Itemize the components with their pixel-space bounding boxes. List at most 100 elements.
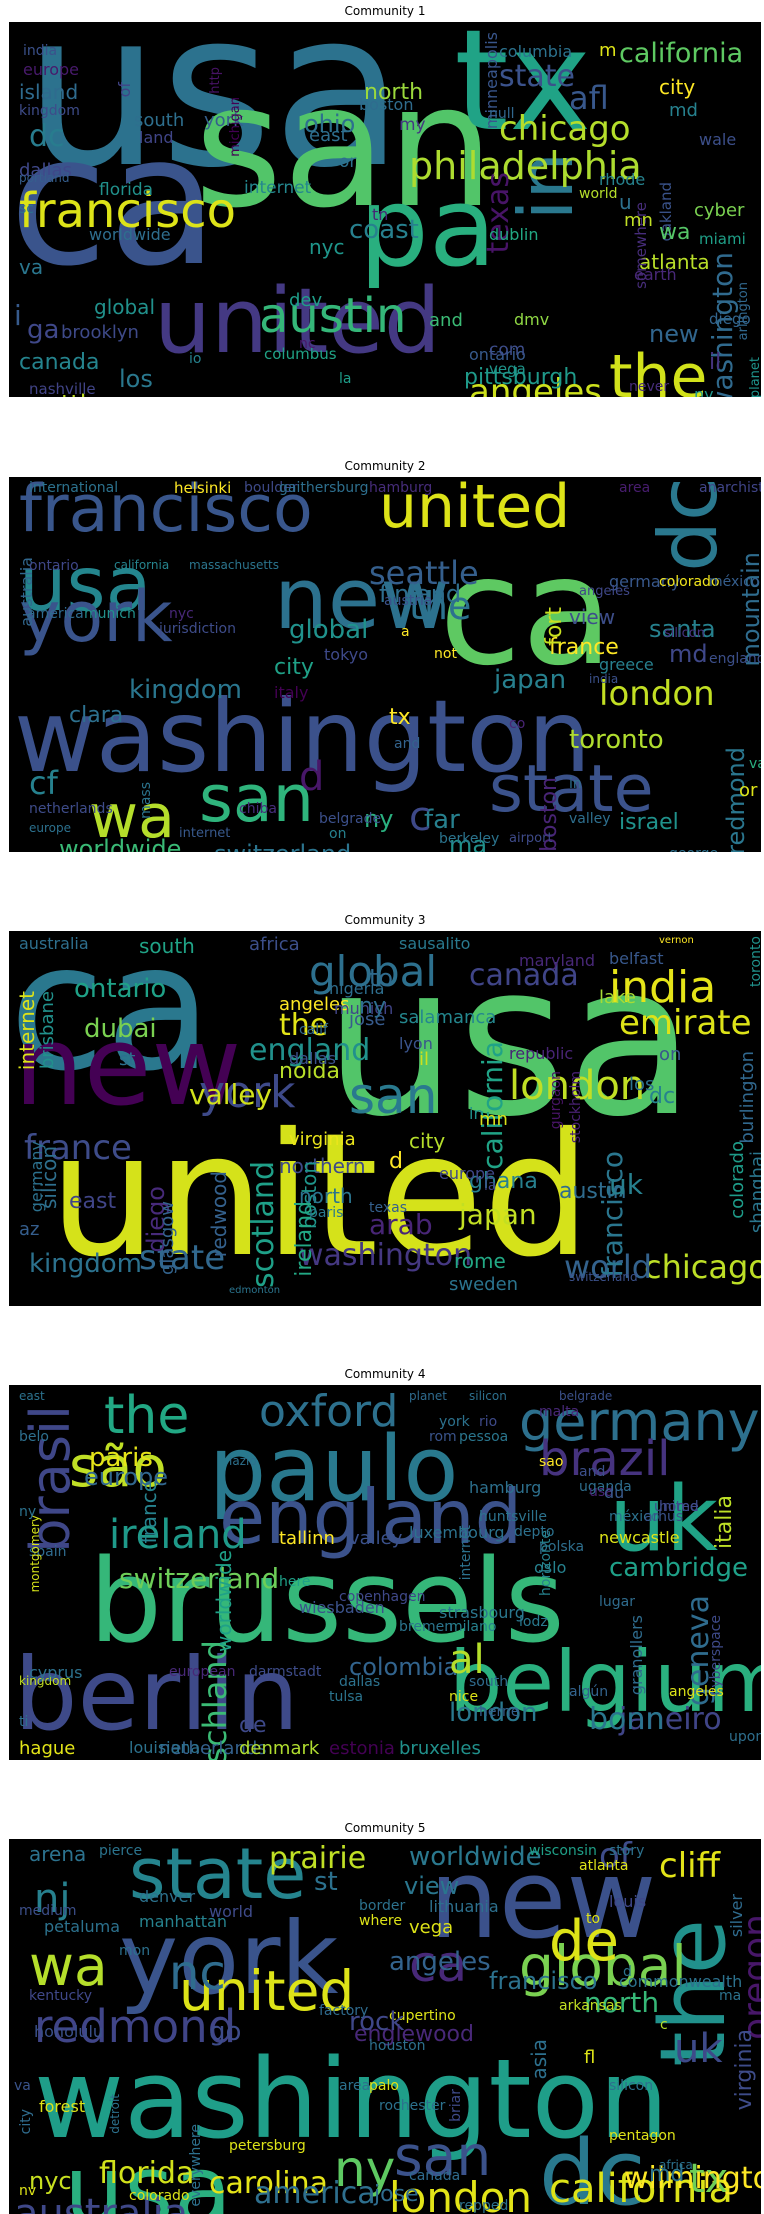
cloud-word: bonn xyxy=(589,1702,665,1737)
cloud-word: gaithersburg xyxy=(279,480,369,496)
cloud-word: wiesbaden xyxy=(299,1598,385,1617)
cloud-word: cyber xyxy=(694,200,745,221)
cloud-word: the xyxy=(409,584,472,628)
cloud-word: canada xyxy=(469,958,579,993)
cloud-word: az xyxy=(19,1219,40,1240)
cloud-word: london xyxy=(449,1698,538,1728)
cloud-word: burlington xyxy=(737,1051,758,1144)
cloud-word: silver xyxy=(727,1894,746,1938)
cloud-word: tokyo xyxy=(324,645,369,664)
cloud-word: france xyxy=(549,635,619,660)
cloud-word: u xyxy=(619,190,632,214)
cloud-word: wa xyxy=(659,220,691,245)
cloud-word: sc xyxy=(19,201,34,217)
cloud-word: worldwide xyxy=(59,835,182,852)
cloud-word: seattle xyxy=(19,392,101,397)
cloud-word: mn xyxy=(479,1109,508,1130)
cloud-word: city xyxy=(18,2109,34,2135)
cloud-word: rom xyxy=(429,1429,457,1445)
cloud-word: england xyxy=(219,1473,523,1561)
cloud-word: internet xyxy=(458,1525,474,1581)
cloud-word: washington xyxy=(299,1238,473,1273)
cloud-word: on xyxy=(329,826,347,842)
cloud-word: i xyxy=(14,299,22,332)
cloud-word: york xyxy=(19,576,173,658)
cloud-word: united xyxy=(654,1499,699,1515)
cloud-word: francisco xyxy=(19,183,236,239)
cloud-word: são xyxy=(69,1435,167,1500)
cloud-word: repped xyxy=(459,2198,509,2214)
cloud-word: city xyxy=(659,75,696,99)
cloud-word: hague xyxy=(19,1738,76,1759)
cloud-word: america xyxy=(27,606,84,622)
cloud-word: cf xyxy=(29,764,58,802)
cloud-word: silicon xyxy=(609,2078,654,2094)
cloud-word: north xyxy=(299,1184,353,1208)
cloud-word: far xyxy=(424,805,460,835)
cloud-word: petaluma xyxy=(44,1917,121,1936)
cloud-word: arab xyxy=(369,1208,433,1241)
cloud-word: berkeley xyxy=(439,831,500,847)
cloud-word: germany xyxy=(519,1390,760,1453)
cloud-word: colorado xyxy=(727,1141,748,1219)
cloud-word: carolina xyxy=(209,2166,328,2201)
cloud-word: nyc xyxy=(29,2167,72,2195)
cloud-word: silicon xyxy=(469,1389,507,1403)
cloud-word: area xyxy=(619,480,651,496)
cloud-word: rio xyxy=(479,1414,498,1430)
cloud-word: canada xyxy=(409,2168,461,2184)
cloud-word: italia xyxy=(712,1495,737,1549)
cloud-word: va xyxy=(19,255,44,279)
cloud-word: st xyxy=(119,1049,136,1070)
cloud-word: brisbane xyxy=(37,991,58,1070)
cloud-word: mn xyxy=(624,210,653,231)
cloud-word: co xyxy=(509,716,526,732)
cloud-word: ma xyxy=(719,1988,742,2004)
cloud-word: nyc xyxy=(309,235,345,259)
cloud-word: angeles xyxy=(279,994,350,1015)
cloud-word: méxico xyxy=(709,574,760,590)
cloud-word: usa xyxy=(19,540,152,628)
cloud-word: los xyxy=(629,1074,655,1095)
cloud-word: salamanca xyxy=(399,1007,497,1028)
cloud-word: york xyxy=(199,1067,296,1118)
cloud-word: strasbourg xyxy=(439,1603,525,1622)
cloud-word: petersburg xyxy=(229,2138,306,2154)
cloud-word: arena xyxy=(29,1842,87,1866)
cloud-word: new xyxy=(649,320,699,348)
cloud-word: florida xyxy=(99,180,154,200)
cloud-word: uk xyxy=(674,2026,723,2072)
cloud-word: glasgow xyxy=(157,1201,178,1275)
cloud-word: angeles xyxy=(579,584,630,599)
cloud-word: global xyxy=(94,295,155,319)
cloud-word: estonia xyxy=(329,1738,395,1759)
cloud-word: vega xyxy=(489,360,526,378)
cloud-word: md xyxy=(649,2162,685,2187)
cloud-word: ontario xyxy=(74,974,167,1004)
cloud-word: munich xyxy=(84,606,136,622)
cloud-word: silicon xyxy=(37,1146,61,1209)
cloud-word: belgrade xyxy=(319,811,382,827)
cloud-word: la xyxy=(339,371,352,387)
cloud-word: san xyxy=(199,762,314,837)
cloud-word: colorado xyxy=(129,2188,190,2204)
cloud-word: stockholm xyxy=(568,1071,584,1144)
cloud-word: paris xyxy=(309,1205,344,1221)
cloud-word: kingdom xyxy=(19,1674,72,1688)
cloud-word: city xyxy=(409,1129,446,1153)
panel-title: Community 3 xyxy=(344,913,426,927)
word-cloud: usa san ca tx pa in united francisco austin phila… xyxy=(9,22,761,397)
cloud-word: st xyxy=(314,1867,338,1897)
cloud-word: where xyxy=(359,1913,402,1929)
cloud-word: belgrade xyxy=(559,1389,613,1403)
cloud-word: internet xyxy=(15,991,39,1071)
word-cloud: brussels belgium paulo england berlin germany… xyxy=(9,1385,761,1760)
cloud-word: ny xyxy=(334,2140,396,2198)
cloud-word: columbia xyxy=(499,42,573,61)
word-cloud: washington york usa new dc state the wa ny ca glob… xyxy=(9,1839,761,2214)
cloud-word: oxford xyxy=(259,1386,399,1437)
cloud-word: usa xyxy=(64,2136,232,2214)
cloud-word: newcastle xyxy=(599,1528,680,1547)
cloud-word: edmonton xyxy=(229,1285,281,1296)
cloud-word: c xyxy=(409,794,431,840)
